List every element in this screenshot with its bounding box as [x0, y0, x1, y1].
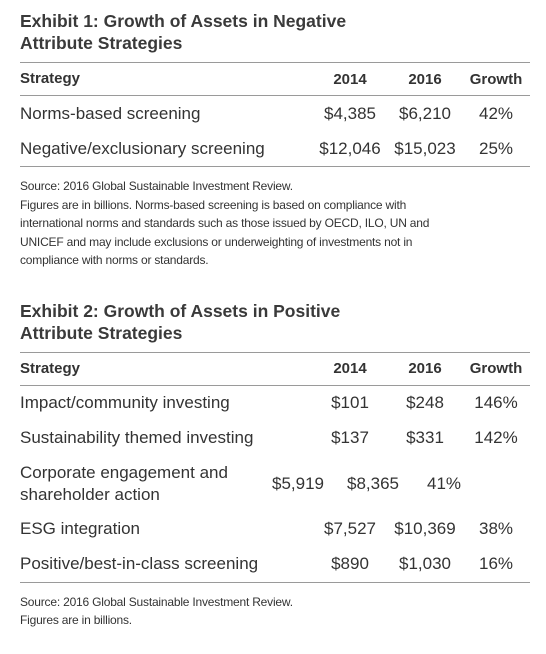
divider [20, 351, 530, 353]
value-cell: 146% [474, 393, 518, 412]
table-row: Negative/exclusionary screening $12,046 $1… [20, 131, 530, 166]
header-cell: Growth [469, 360, 523, 377]
header-row: Strategy 2014 2016 Growth [20, 63, 530, 95]
strategy-cell: Positive/best-in-class screening [20, 554, 259, 573]
strategy-cell: Sustainability themed investing [20, 428, 254, 447]
value-cell: $331 [406, 428, 444, 447]
header-cell: 2016 [408, 70, 442, 88]
title-line: Exhibit 2: Growth of Assets in Positive [20, 300, 341, 321]
title-line: Attribute Strategies [20, 322, 183, 343]
exhibit-title: Exhibit 2: Growth of Assets in Positive A… [20, 300, 530, 344]
strategy-cell: ESG integration [20, 519, 141, 538]
document: Exhibit 1: Growth of Assets in Negative A… [20, 10, 530, 630]
footnote-line: international norms and standards such a… [20, 216, 430, 230]
title-line: Exhibit 1: Growth of Assets in Negative [20, 11, 347, 31]
footnote-line: Source: 2016 Global Sustainable Investme… [20, 594, 293, 609]
divider [20, 95, 530, 96]
footnote-line: compliance with norms or standards. [20, 253, 209, 267]
value-cell: 42% [478, 103, 514, 123]
title-line: Attribute Strategies [20, 33, 183, 53]
value-cell: $8,365 [347, 473, 399, 493]
value-cell: 142% [474, 428, 518, 447]
header-row: Strategy 2014 2016 Growth [20, 353, 530, 385]
value-cell: $137 [331, 428, 369, 447]
header-cell: Strategy [20, 359, 81, 377]
value-cell: $10,369 [394, 519, 456, 538]
strategy-cell: Negative/exclusionary screening [20, 138, 265, 158]
header-cell: 2014 [333, 70, 367, 88]
exhibit: Exhibit 1: Growth of Assets in Negative A… [20, 10, 530, 270]
footnote-line: Source: 2016 Global Sustainable Investme… [20, 179, 293, 193]
value-cell: $101 [331, 393, 369, 412]
divider [20, 384, 530, 386]
table-row: Impact/community investing $101 $248 146% [20, 386, 530, 421]
header-cell: 2014 [333, 360, 367, 377]
footnote-line: Figures are in billions. Norms-based scr… [20, 197, 407, 212]
table-row: Sustainability themed investing $137 $331 1… [20, 421, 530, 456]
table-row: Corporate engagement and shareholder act… [20, 456, 530, 512]
table-row: Norms-based screening $4,385 $6,210 42% [20, 96, 530, 131]
value-cell: $890 [331, 554, 369, 573]
divider [20, 62, 530, 63]
header-cell: Strategy [20, 70, 81, 87]
value-cell: $15,023 [394, 138, 456, 158]
value-cell: $248 [406, 393, 444, 412]
value-cell: 41% [426, 473, 462, 493]
value-cell: $12,046 [319, 138, 381, 158]
footnote-line: UNICEF and may include exclusions or und… [20, 234, 413, 249]
table-row: ESG integration $7,527 $10,369 38% [20, 512, 530, 547]
footnote-line: Figures are in billions. [20, 613, 132, 627]
footnotes: Source: 2016 Global Sustainable Investme… [20, 593, 530, 630]
divider [20, 166, 530, 167]
exhibit: Exhibit 2: Growth of Assets in Positive A… [20, 300, 530, 630]
table-row: Positive/best-in-class screening $890 $1,0… [20, 547, 530, 582]
value-cell: $1,030 [399, 554, 451, 573]
value-cell: 38% [478, 519, 514, 538]
strategy-cell: Norms-based screening [20, 103, 201, 123]
header-cell: 2016 [408, 360, 442, 377]
footnotes: Source: 2016 Global Sustainable Investme… [20, 177, 530, 270]
exhibit-title: Exhibit 1: Growth of Assets in Negative A… [20, 10, 530, 54]
value-cell: $4,385 [324, 103, 376, 123]
strategy-cell: Impact/community investing [20, 393, 230, 412]
value-cell: $5,919 [272, 473, 324, 493]
value-cell: $6,210 [399, 103, 451, 123]
value-cell: 25% [478, 138, 514, 158]
strategy-cell: Corporate engagement and shareholder act… [20, 462, 228, 504]
divider [20, 581, 530, 583]
value-cell: $7,527 [324, 519, 376, 538]
value-cell: 16% [478, 554, 514, 573]
header-cell: Growth [469, 70, 523, 88]
